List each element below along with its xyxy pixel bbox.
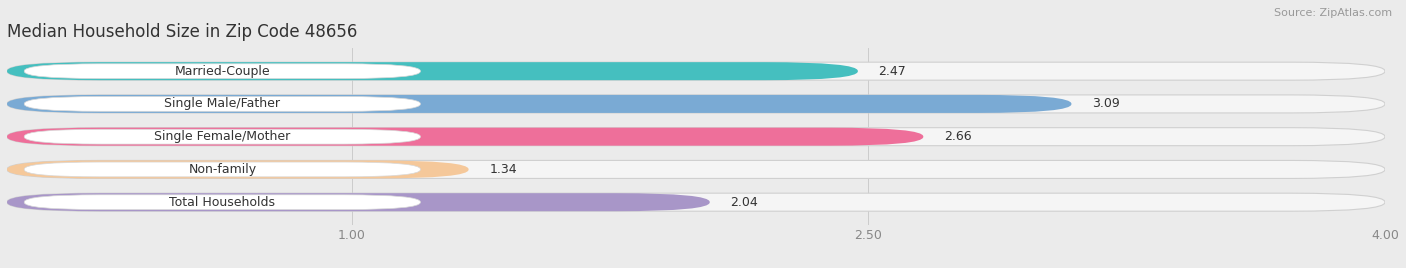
Text: 3.09: 3.09 [1092,98,1119,110]
Text: 1.34: 1.34 [489,163,517,176]
Text: Total Households: Total Households [169,196,276,209]
FancyBboxPatch shape [24,129,420,144]
Text: 2.47: 2.47 [879,65,907,78]
FancyBboxPatch shape [24,195,420,210]
Text: Single Male/Father: Single Male/Father [165,98,280,110]
FancyBboxPatch shape [7,128,1385,146]
Text: Single Female/Mother: Single Female/Mother [155,130,291,143]
FancyBboxPatch shape [7,62,858,80]
FancyBboxPatch shape [24,96,420,111]
Text: Source: ZipAtlas.com: Source: ZipAtlas.com [1274,8,1392,18]
FancyBboxPatch shape [24,64,420,79]
FancyBboxPatch shape [7,161,468,178]
FancyBboxPatch shape [7,62,1385,80]
FancyBboxPatch shape [7,95,1071,113]
Text: Median Household Size in Zip Code 48656: Median Household Size in Zip Code 48656 [7,23,357,41]
FancyBboxPatch shape [7,128,924,146]
FancyBboxPatch shape [7,161,1385,178]
Text: 2.04: 2.04 [731,196,758,209]
Text: Non-family: Non-family [188,163,256,176]
FancyBboxPatch shape [7,193,1385,211]
FancyBboxPatch shape [7,193,710,211]
Text: 2.66: 2.66 [943,130,972,143]
FancyBboxPatch shape [24,162,420,177]
FancyBboxPatch shape [7,95,1385,113]
Text: Married-Couple: Married-Couple [174,65,270,78]
